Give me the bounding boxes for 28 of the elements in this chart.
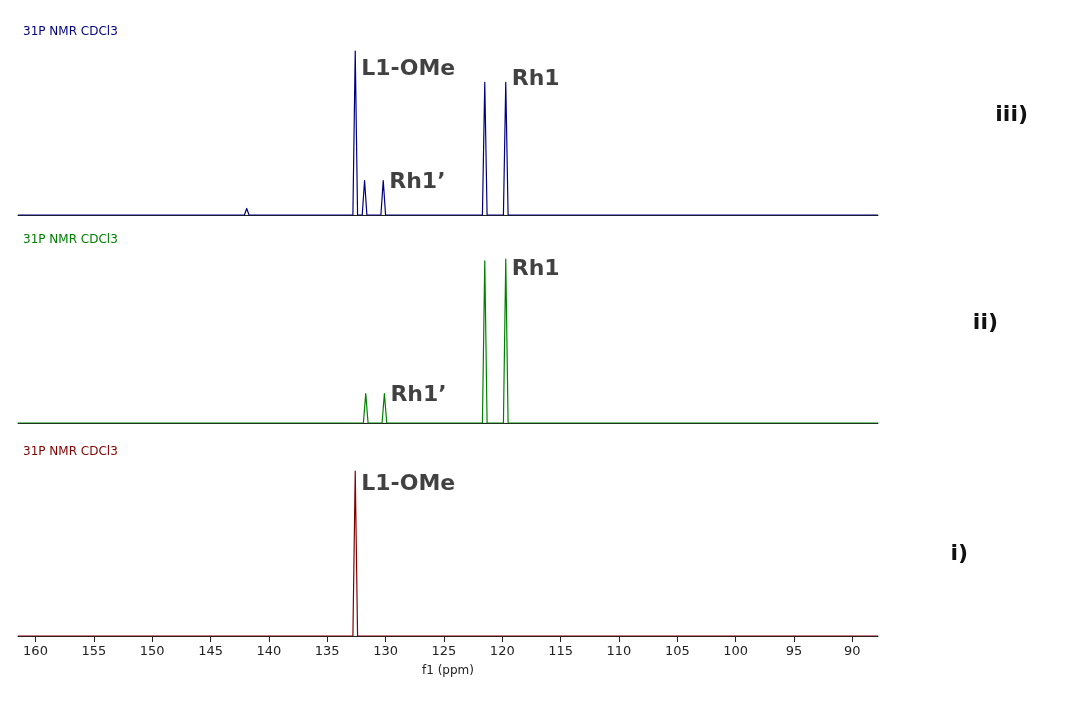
chart-title: 31P NMR CDCl3 xyxy=(23,24,118,38)
annotation: Rh1 xyxy=(511,64,560,90)
x-tick-label: 125 xyxy=(431,643,457,658)
annotation: L1-OMe xyxy=(361,55,456,80)
x-tick-label: 130 xyxy=(373,643,398,658)
chart-title: 31P NMR CDCl3 xyxy=(23,232,118,246)
x-tick-label: 145 xyxy=(198,643,223,658)
annotation: Rh1’ xyxy=(390,381,447,406)
x-tick-label: 110 xyxy=(606,643,632,658)
x-axis-title: f1 (ppm) xyxy=(422,663,474,677)
text: ii) xyxy=(972,309,998,334)
x-tick-label: 105 xyxy=(664,643,690,658)
x-tick-label: 140 xyxy=(256,643,282,658)
text: i) xyxy=(950,539,969,565)
annotation: L1-OMe xyxy=(361,470,456,496)
x-tick-label: 135 xyxy=(314,643,340,658)
x-tick-label: 115 xyxy=(548,643,574,658)
x-tick-label: 155 xyxy=(81,643,107,658)
x-tick-label: 90 xyxy=(844,643,861,658)
annotation: Rh1 xyxy=(511,254,560,280)
x-tick-label: 100 xyxy=(723,643,749,658)
x-tick-label: 95 xyxy=(785,643,803,658)
x-tick-label: 160 xyxy=(23,643,48,658)
text: iii) xyxy=(995,101,1029,126)
x-tick-label: 120 xyxy=(489,643,515,658)
chart-title: 31P NMR CDCl3 xyxy=(23,444,118,458)
x-tick-label: 150 xyxy=(139,643,165,658)
annotation: Rh1’ xyxy=(389,168,446,194)
